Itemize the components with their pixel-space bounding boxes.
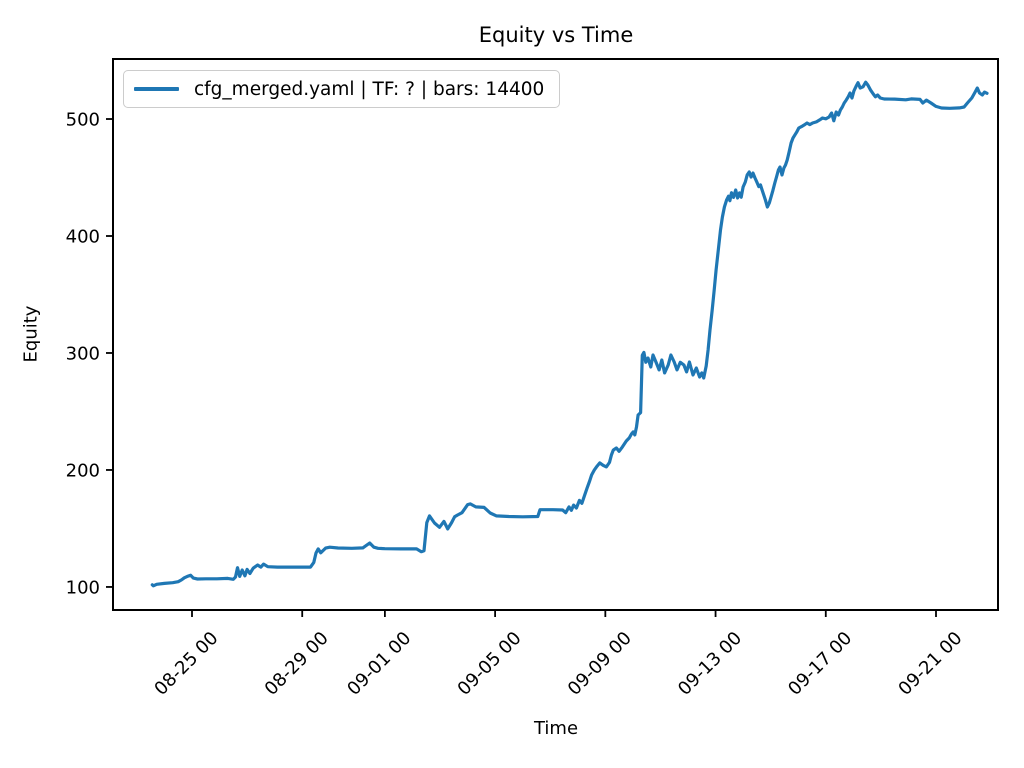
x-tick-label: 09-01 00: [343, 628, 415, 700]
x-tick-label: 09-09 00: [564, 628, 636, 700]
x-tick-label: 09-13 00: [674, 628, 746, 700]
x-tick-label: 08-29 00: [261, 628, 333, 700]
axes-spines: [112, 58, 999, 611]
x-tick-label: 08-25 00: [150, 628, 222, 700]
x-axis-label: Time: [533, 718, 579, 739]
legend-box: cfg_merged.yaml | TF: ? | bars: 14400: [123, 70, 561, 108]
y-tick-label: 500: [66, 110, 100, 131]
y-tick-label: 200: [66, 460, 100, 481]
equity-line: [150, 80, 989, 588]
chart-title: Equity vs Time: [478, 23, 634, 47]
y-axis-label: Equity: [20, 305, 42, 363]
x-tick-label: 09-17 00: [784, 628, 856, 700]
y-tick-label: 300: [66, 343, 100, 364]
legend-label: cfg_merged.yaml | TF: ? | bars: 14400: [194, 78, 545, 100]
y-tick-label: 400: [66, 226, 100, 247]
x-ticks: 08-25 00 08-29 00 09-01 00 09-05 00 09-09 00…: [150, 610, 967, 700]
y-tick-label: 100: [66, 577, 100, 598]
legend-line-sample: [134, 87, 179, 91]
x-tick-label: 09-21 00: [894, 628, 966, 700]
y-ticks: 100 200 300 400 500: [66, 110, 113, 598]
x-tick-label: 09-05 00: [454, 628, 526, 700]
